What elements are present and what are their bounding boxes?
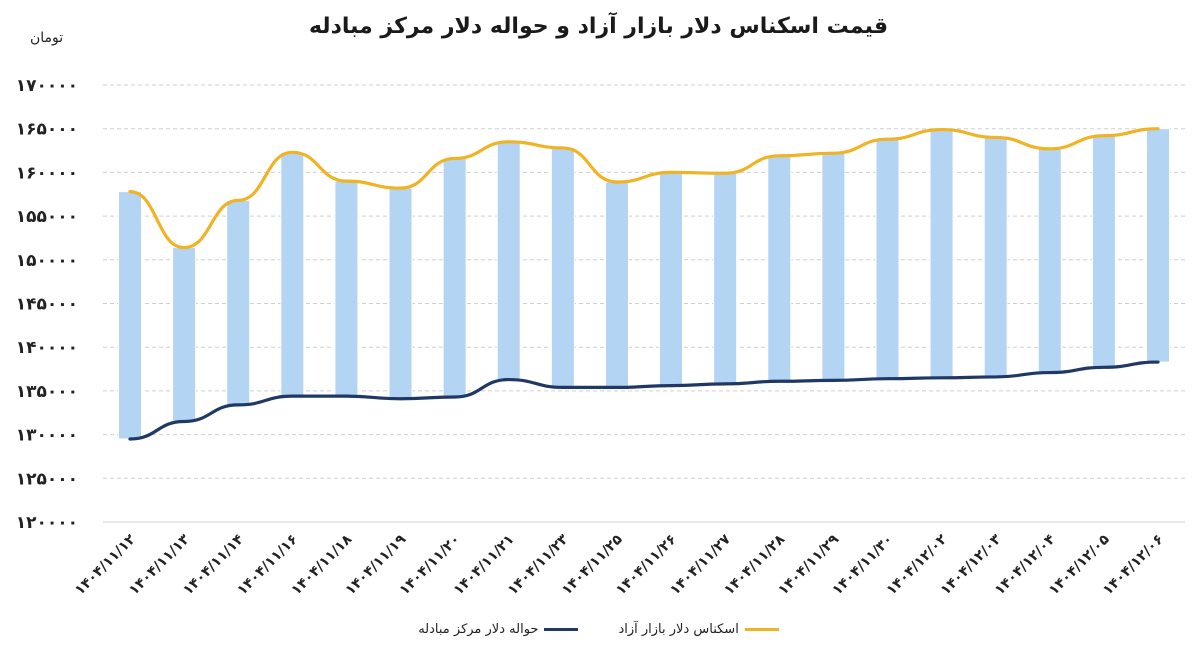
legend-swatch-exchange-center [544, 628, 579, 631]
y-tick-label: ۱۷۰۰۰۰ [16, 76, 78, 96]
y-tick-labels: ۱۲۰۰۰۰ ۱۲۵۰۰۰ ۱۳۰۰۰۰ ۱۳۵۰۰۰ ۱۴۰۰۰۰ ۱۴۵۰۰۰ ۱۵۰۰… [16, 76, 78, 533]
range-bar [1037, 148, 1062, 374]
plot-area: ۱۲۰۰۰۰ ۱۲۵۰۰۰ ۱۳۰۰۰۰ ۱۳۵۰۰۰ ۱۴۰۰۰۰ ۱۴۵۰۰۰ ۱۵۰۰… [16, 76, 1185, 598]
series-lines [128, 127, 1160, 441]
y-tick-label: ۱۴۰۰۰۰ [16, 338, 78, 358]
range-bar [713, 172, 738, 385]
x-tick-labels: ۱۴۰۴/۱۱/۱۲۱۴۰۴/۱۱/۱۳۱۴۰۴/۱۱/۱۴۱۴۰۴/۱۱/۱۶… [72, 531, 1167, 598]
series-line-0 [128, 127, 1160, 250]
range-bar [550, 147, 575, 388]
range-bar [442, 157, 467, 398]
legend-label-exchange-center: حواله دلار مرکز مبادله [418, 622, 539, 637]
range-bar [767, 155, 792, 382]
y-tick-label: ۱۵۰۰۰۰ [16, 251, 78, 271]
range-bar [604, 181, 629, 388]
series-line-1 [128, 360, 1160, 441]
chart-title: قیمت اسکناس دلار بازار آزاد و حواله دلار… [308, 14, 889, 39]
range-bar [388, 187, 413, 400]
range-bar [496, 141, 521, 381]
y-tick-label: ۱۴۵۰۰۰ [16, 295, 78, 315]
y-tick-label: ۱۶۰۰۰۰ [16, 163, 78, 183]
y-tick-label: ۱۲۵۰۰۰ [16, 469, 78, 489]
range-bar [1091, 135, 1116, 368]
y-tick-label: ۱۳۵۰۰۰ [16, 382, 78, 402]
range-bar [821, 152, 846, 381]
range-bar [929, 129, 954, 379]
y-tick-label: ۱۳۰۰۰۰ [16, 426, 78, 446]
range-bar [334, 180, 359, 397]
y-tick-label: ۱۲۰۰۰۰ [16, 513, 78, 533]
range-bar [659, 171, 684, 387]
range-bar [983, 136, 1008, 378]
y-tick-label: ۱۶۵۰۰۰ [16, 120, 78, 140]
range-bar [226, 199, 251, 406]
range-bar [172, 247, 197, 422]
legend-swatch-free-market [744, 628, 779, 631]
range-bar [280, 151, 305, 397]
range-bar [875, 138, 900, 380]
legend-label-free-market: اسکناس دلار بازار آزاد [618, 622, 739, 637]
y-axis-unit-label: تومان [30, 30, 64, 46]
legend: اسکناس دلار بازار آزاد حواله دلار مرکز م… [0, 622, 1197, 637]
y-tick-label: ۱۵۵۰۰۰ [16, 207, 78, 227]
legend-item-free-market: اسکناس دلار بازار آزاد [618, 622, 779, 637]
gridlines [103, 84, 1185, 523]
legend-item-exchange-center: حواله دلار مرکز مبادله [418, 622, 579, 637]
range-bars [118, 128, 1170, 440]
range-bar [1146, 128, 1170, 363]
range-bar [118, 191, 142, 440]
